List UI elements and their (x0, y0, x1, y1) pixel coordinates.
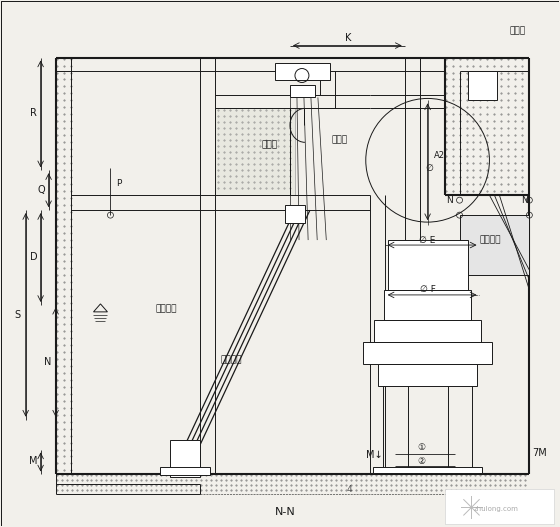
Text: K: K (344, 33, 351, 43)
Text: 启闭机: 启闭机 (332, 136, 348, 145)
Text: R: R (30, 109, 37, 119)
Bar (373, 467, 483, 473)
Text: S: S (15, 310, 21, 320)
Text: P: P (116, 179, 121, 188)
Text: zhulong.com: zhulong.com (474, 506, 519, 512)
Text: 老污槽: 老污槽 (262, 141, 278, 150)
Text: D: D (30, 252, 38, 262)
Text: 矩形闸门: 矩形闸门 (220, 355, 242, 364)
Text: N: N (521, 196, 528, 204)
Text: 穿墙管: 穿墙管 (510, 26, 525, 35)
Bar (388, 240, 468, 290)
Text: M↓: M↓ (366, 450, 383, 460)
Bar (460, 215, 529, 275)
Bar (445, 490, 554, 524)
Bar (160, 467, 210, 475)
Bar (378, 364, 478, 386)
Bar (285, 205, 305, 223)
Text: ②: ② (418, 457, 426, 466)
Text: 浮笩拍门: 浮笩拍门 (479, 236, 501, 245)
Text: 4: 4 (347, 485, 353, 494)
Text: N-N: N-N (274, 508, 295, 518)
Bar (468, 71, 497, 101)
Circle shape (299, 73, 305, 79)
Text: M: M (30, 456, 38, 466)
Bar (215, 109, 295, 195)
Bar (290, 85, 315, 97)
Bar (170, 440, 200, 477)
Text: Q: Q (38, 185, 45, 195)
Text: A2: A2 (434, 151, 445, 160)
Text: ①: ① (418, 443, 426, 452)
Bar (384, 290, 472, 320)
Text: ∅ F: ∅ F (419, 286, 436, 295)
Text: ∅: ∅ (426, 164, 433, 173)
Text: N: N (44, 357, 52, 367)
Text: 7M: 7M (532, 447, 547, 457)
Text: 最低水位: 最低水位 (155, 305, 177, 314)
Bar (363, 342, 492, 364)
Bar (374, 320, 482, 342)
Bar (275, 63, 330, 81)
Text: ∅ E: ∅ E (419, 236, 436, 245)
Text: N: N (446, 196, 453, 204)
